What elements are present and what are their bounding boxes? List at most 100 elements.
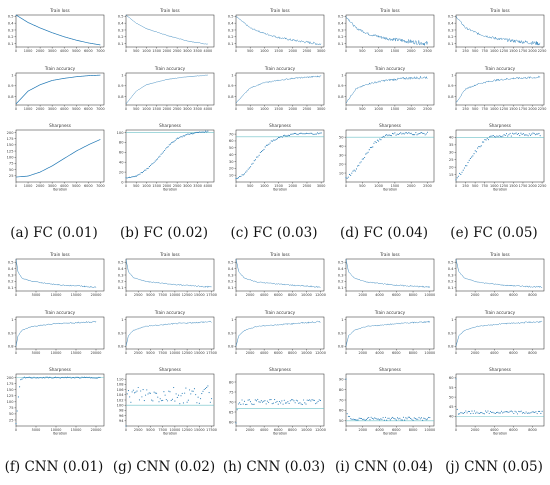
data-point [393,417,395,420]
x-tick-label: 0 [345,184,347,188]
data-point [373,142,375,144]
x-tick-label: 8000 [288,428,297,432]
series-line [345,320,431,347]
x-tick-label: 3000 [48,184,57,188]
y-tick-label: 0.9 [8,331,14,335]
data-point [79,377,81,379]
chart-panel-29: Sharpness 50 60 70 80 90 0 2000 4000 6000 8000 1000… [339,367,435,436]
data-point [297,134,299,136]
data-point [187,133,189,135]
data-point [537,410,539,412]
data-point [280,402,282,404]
data-point [497,411,499,413]
data-point [88,376,90,378]
y-tick-label: 0.3 [118,273,124,277]
x-tick-label: 3000 [317,49,326,53]
y-tick-label: 0.5 [8,261,14,265]
x-tick-label: 5000 [72,49,81,53]
x-tick-label: 0 [235,293,237,297]
y-tick-label: 80 [339,388,344,392]
data-point [511,132,514,134]
data-point [475,412,477,414]
data-point [315,403,317,405]
y-tick-label: 60 [119,151,124,155]
data-point [255,400,258,402]
y-tick-label: 106 [117,388,125,392]
data-point [145,169,147,171]
data-point [211,398,213,400]
data-point [420,417,422,419]
x-tick-label: 750 [481,184,487,188]
data-point [27,377,29,379]
x-tick-label: 2000 [246,428,255,432]
data-point [398,418,400,420]
data-point [292,133,294,135]
plot-frame [125,129,215,183]
data-point [525,134,527,136]
data-point [164,394,166,396]
data-point [146,389,148,391]
chart-panel-3: Train loss 0.1 0.2 0.3 0.4 0.5 0 500 1000 1500 200… [228,8,326,53]
x-tick-label: 6000 [392,293,401,297]
data-point [286,135,288,137]
data-point [353,169,355,171]
data-point [165,148,167,150]
data-point [379,138,381,140]
y-tick-label: 20 [449,165,454,169]
chart-panel-18: Train loss 0.1 0.2 0.3 0.4 0.5 0 2000 4000 6000 80… [228,252,326,297]
data-point [466,165,468,167]
y-tick-label: 1 [11,73,13,77]
y-tick-label: 0.5 [448,15,454,19]
data-point [99,376,101,378]
data-point [381,418,383,420]
x-tick-label: 0 [15,107,17,111]
data-point [352,170,354,172]
x-tick-label: 12500 [182,351,193,355]
data-point [129,396,131,398]
x-tick-label: 7500 [158,351,167,355]
data-point [356,419,358,421]
x-tick-label: 250 [462,184,468,188]
plot-frame [15,72,105,106]
data-point [386,419,388,421]
data-point [540,412,542,415]
data-point [133,176,135,178]
data-point [304,402,306,404]
data-point [204,387,206,390]
x-tick-label: 500 [359,184,365,188]
x-tick-label: 8000 [409,428,418,432]
data-point [310,400,312,402]
data-point [315,133,317,135]
x-tick-label: 4000 [490,293,499,297]
data-point [498,135,500,137]
x-tick-label: 5000 [72,107,81,111]
data-point [168,390,170,392]
data-point [383,136,385,138]
data-point [278,400,281,403]
data-point [302,133,304,135]
data-point [148,166,150,168]
data-point [276,400,278,402]
data-point [366,152,368,154]
y-tick-label: 125 [7,394,14,398]
data-point [77,376,79,379]
series-line [125,259,212,289]
data-point [29,377,31,379]
data-point [131,391,133,393]
chart-title: Train accuracy [484,66,516,71]
data-point [372,146,374,148]
data-point [409,133,411,135]
data-point [195,131,197,133]
data-point [240,175,242,177]
data-point [368,416,370,419]
chart-title: Train accuracy [264,310,296,315]
x-tick-label: 2000 [288,49,297,53]
y-tick-label: 1 [231,73,233,77]
x-tick-label: 1000 [490,49,499,53]
subfigure-caption: (i) CNN (0.04) [335,459,433,475]
y-tick-label: 1 [451,73,453,77]
data-point [173,141,175,143]
data-point [307,399,309,401]
data-point [417,133,419,135]
data-point [462,412,464,414]
